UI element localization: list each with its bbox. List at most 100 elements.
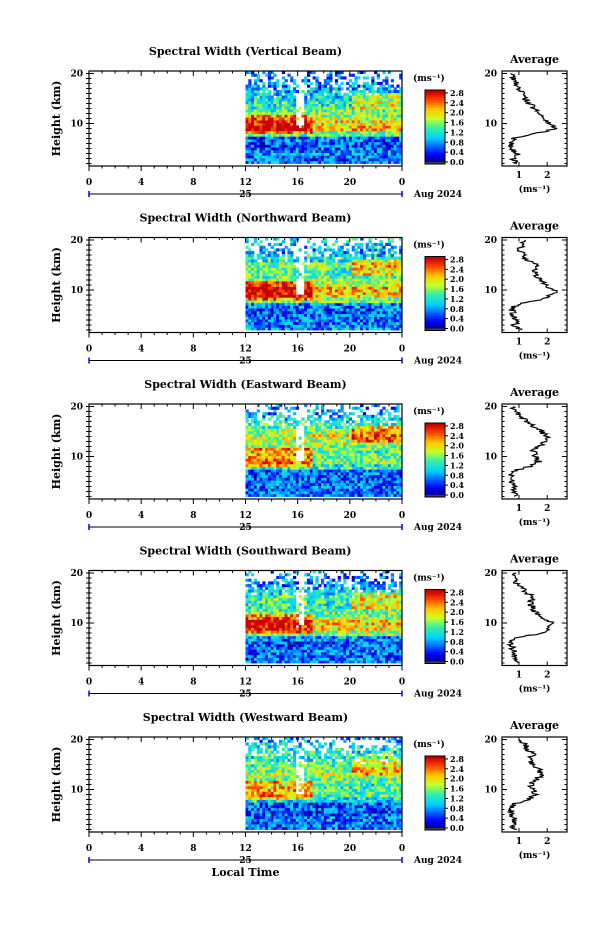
heatmap-cell xyxy=(357,491,360,494)
heatmap-cell xyxy=(352,434,355,437)
heatmap-cell xyxy=(304,314,307,317)
x-tick-label: 16 xyxy=(291,178,304,188)
date-day-label: 25 xyxy=(239,190,252,200)
heatmap-cell xyxy=(363,142,366,145)
heatmap-cell xyxy=(257,254,260,257)
heatmap-cell xyxy=(304,311,307,314)
heatmap-cell xyxy=(282,303,285,306)
heatmap-cell xyxy=(310,104,313,107)
heatmap-cell xyxy=(293,240,296,243)
heatmap-cell xyxy=(290,491,293,494)
heatmap-cell xyxy=(260,306,263,309)
heatmap-cell xyxy=(279,439,282,442)
heatmap-cell xyxy=(246,158,249,161)
heatmap-cell xyxy=(254,155,257,158)
heatmap-cell xyxy=(307,480,310,483)
heatmap-cell xyxy=(369,155,372,158)
heatmap-cell xyxy=(251,325,254,328)
heatmap-cell xyxy=(282,101,285,104)
heatmap-cell xyxy=(346,106,349,109)
heatmap-cell xyxy=(371,85,374,88)
heatmap-cell xyxy=(262,96,265,99)
heatmap-cell xyxy=(357,273,360,276)
heatmap-cell xyxy=(285,431,288,434)
heatmap-cell xyxy=(329,289,332,292)
heatmap-cell xyxy=(273,284,276,287)
heatmap-cell xyxy=(382,273,385,276)
heatmap-cell xyxy=(307,461,310,464)
heatmap-cell xyxy=(276,295,279,298)
heatmap-cell xyxy=(254,123,257,126)
heatmap-cell xyxy=(262,117,265,120)
heatmap-cell xyxy=(287,306,290,309)
heatmap-cell xyxy=(254,90,257,93)
heatmap-cell xyxy=(338,158,341,161)
heatmap-cell xyxy=(346,488,349,491)
heatmap-cell xyxy=(282,464,285,467)
heatmap-cell xyxy=(268,273,271,276)
heatmap-cell xyxy=(327,295,330,298)
heatmap-cell xyxy=(366,123,369,126)
heatmap-cell xyxy=(352,134,355,137)
heatmap-cell xyxy=(388,270,391,273)
heatmap-cell xyxy=(273,161,276,164)
heatmap-cell xyxy=(301,297,304,300)
heatmap-cell xyxy=(382,248,385,251)
colorbar-band xyxy=(425,159,445,162)
heatmap-cell xyxy=(332,316,335,319)
heatmap-cell xyxy=(313,93,316,96)
heatmap-cell xyxy=(251,87,254,90)
heatmap-cell xyxy=(335,101,338,104)
heatmap-cell xyxy=(307,456,310,459)
heatmap-cell xyxy=(268,456,271,459)
heatmap-cell xyxy=(313,475,316,478)
heatmap-cell xyxy=(304,469,307,472)
heatmap-cell xyxy=(318,292,321,295)
heatmap-cell xyxy=(341,246,344,249)
heatmap-cell xyxy=(301,319,304,322)
heatmap-cell xyxy=(391,316,394,319)
heatmap-cell xyxy=(287,480,290,483)
heatmap-cell xyxy=(327,461,330,464)
heatmap-cell xyxy=(394,281,397,284)
heatmap-cell xyxy=(248,300,251,303)
heatmap-cell xyxy=(273,494,276,497)
heatmap-cell xyxy=(371,475,374,478)
heatmap-cell xyxy=(304,420,307,423)
heatmap-cell xyxy=(262,287,265,290)
heatmap-cell xyxy=(369,289,372,292)
heatmap-cell xyxy=(285,314,288,317)
heatmap-cell xyxy=(301,469,304,472)
heatmap-cell xyxy=(318,461,321,464)
heatmap-cell xyxy=(285,273,288,276)
heatmap-cell xyxy=(346,434,349,437)
heatmap-cell xyxy=(394,155,397,158)
heatmap-cell xyxy=(352,303,355,306)
heatmap-cell xyxy=(293,429,296,432)
heatmap-cell xyxy=(357,453,360,456)
heatmap-cell xyxy=(385,311,388,314)
heatmap-cell xyxy=(396,289,399,292)
heatmap-cell xyxy=(301,158,304,161)
heatmap-cell xyxy=(329,117,332,120)
heatmap-cell xyxy=(296,145,299,148)
heatmap-cell xyxy=(315,300,318,303)
heatmap-cell xyxy=(329,254,332,257)
heatmap-cell xyxy=(293,469,296,472)
heatmap-cell xyxy=(388,128,391,131)
heatmap-cell xyxy=(251,281,254,284)
heatmap-cell xyxy=(310,246,313,249)
heatmap-cell xyxy=(254,106,257,109)
heatmap-cell xyxy=(307,478,310,481)
heatmap-cell xyxy=(332,303,335,306)
heatmap-cell xyxy=(391,273,394,276)
heatmap-cell xyxy=(287,150,290,153)
heatmap-cell xyxy=(276,467,279,470)
heatmap-cell xyxy=(355,303,358,306)
heatmap-cell xyxy=(285,418,288,421)
heatmap-cell xyxy=(276,434,279,437)
heatmap-cell xyxy=(313,456,316,459)
heatmap-cell xyxy=(248,82,251,85)
heatmap-cell xyxy=(366,82,369,85)
heatmap-cell xyxy=(287,112,290,115)
